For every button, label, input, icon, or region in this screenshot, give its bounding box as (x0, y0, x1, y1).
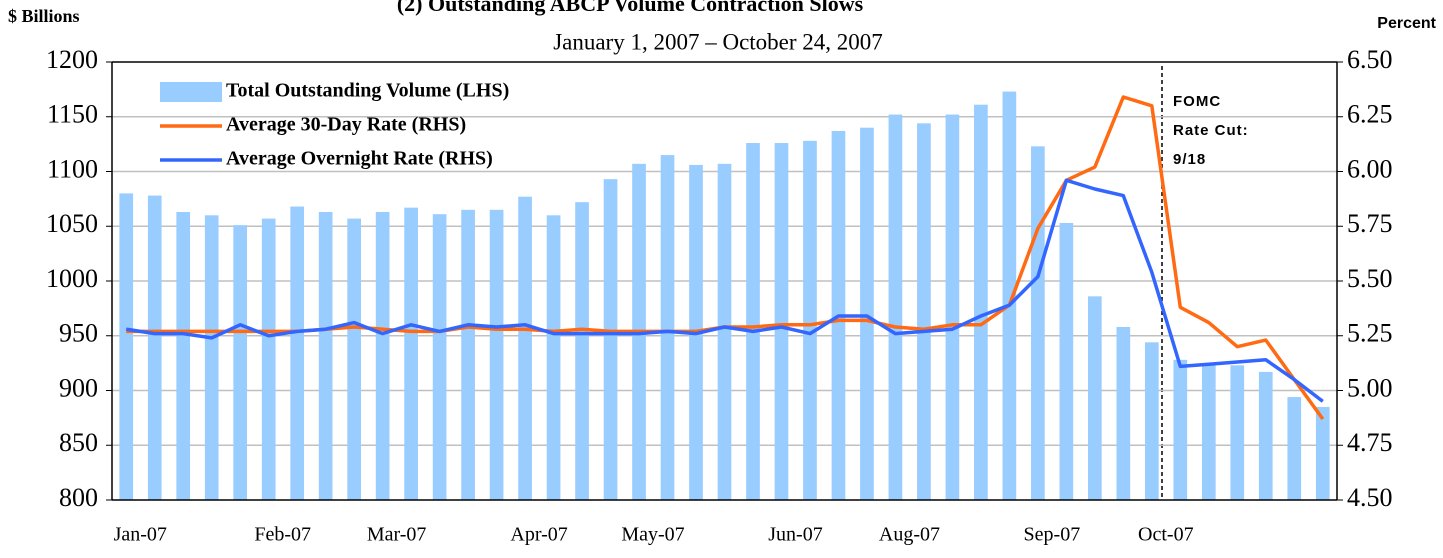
y-axis-label: $ Billions (8, 6, 80, 26)
annotation: Rate Cut: (1173, 122, 1249, 139)
x-tick-label: Oct-07 (1138, 524, 1194, 546)
y2-tick-label: 6.25 (1347, 100, 1393, 129)
y2-tick-label: 4.75 (1347, 428, 1393, 457)
annotation: FOMC (1173, 93, 1221, 110)
bar (546, 215, 561, 501)
bar (461, 209, 475, 500)
bar (1287, 397, 1302, 500)
bar (375, 212, 390, 500)
line (125, 178, 1324, 403)
y-tick-label: 950 (59, 319, 98, 348)
bar (261, 218, 276, 500)
bar (1258, 371, 1273, 500)
y2-tick-label: 5.75 (1347, 209, 1393, 238)
bar (1230, 365, 1245, 500)
x-tick-label: Feb-07 (254, 524, 311, 546)
bar (176, 212, 191, 500)
bar (204, 215, 219, 501)
bar (347, 218, 361, 500)
bar (1315, 406, 1330, 500)
y-tick-label: 1200 (46, 45, 98, 74)
legend-swatch (160, 82, 222, 102)
y-tick-label: 1050 (46, 209, 98, 238)
legend-label: Total Outstanding Volume (LHS) (226, 80, 509, 102)
bar (489, 209, 504, 500)
y2-tick-label: 4.50 (1347, 483, 1393, 512)
y-tick-label: 850 (59, 428, 98, 457)
x-tick-label: Sep-07 (1024, 524, 1081, 546)
y2-tick-label: 6.00 (1347, 154, 1393, 183)
bar (803, 140, 817, 500)
bar (945, 114, 960, 500)
y-tick-label: 1150 (47, 100, 98, 129)
x-tick-label: Aug-07 (879, 524, 940, 546)
bar (603, 179, 618, 501)
x-tick-label: Jan-07 (114, 524, 167, 546)
bar (518, 196, 532, 500)
bar (1173, 359, 1188, 500)
x-tick-label: Mar-07 (367, 524, 427, 546)
chart-title: (2) Outstanding ABCP Volume Contraction … (397, 0, 864, 16)
bar (1002, 91, 1017, 500)
y2-axis-label: Percent (1377, 15, 1436, 32)
bar (1144, 342, 1159, 500)
bar (233, 225, 248, 500)
bar (147, 195, 162, 500)
legend-label: Average 30-Day Rate (RHS) (226, 114, 466, 136)
bar (917, 123, 931, 500)
bar (119, 193, 134, 500)
bar (1088, 296, 1102, 500)
y-tick-label: 1100 (47, 154, 98, 183)
bar (432, 214, 447, 500)
bar (575, 202, 589, 500)
x-tick-label: Jun-07 (768, 524, 822, 546)
bar (1059, 222, 1074, 500)
y2-tick-label: 6.50 (1347, 45, 1393, 74)
bar (660, 155, 675, 500)
bar (717, 163, 732, 500)
bar (290, 206, 305, 501)
bar (774, 143, 789, 500)
bar (1201, 364, 1216, 500)
y-tick-label: 800 (59, 483, 98, 512)
y2-tick-label: 5.00 (1347, 373, 1393, 402)
bar (1116, 326, 1131, 500)
y2-tick-label: 5.25 (1347, 319, 1393, 348)
annotation: 9/18 (1173, 151, 1206, 168)
bar (318, 212, 333, 500)
x-tick-label: May-07 (621, 524, 684, 546)
bar (888, 114, 903, 500)
x-tick-label: Apr-07 (510, 524, 567, 546)
y2-tick-label: 5.50 (1347, 264, 1393, 293)
bar (860, 127, 874, 500)
bar (1031, 146, 1045, 500)
bar (974, 104, 988, 500)
legend-label: Average Overnight Rate (RHS) (226, 148, 493, 170)
y-tick-label: 900 (59, 373, 98, 402)
bar (746, 143, 760, 500)
chart-subtitle: January 1, 2007 – October 24, 2007 (553, 29, 883, 54)
y-tick-label: 1000 (46, 264, 98, 293)
bar (404, 207, 418, 500)
